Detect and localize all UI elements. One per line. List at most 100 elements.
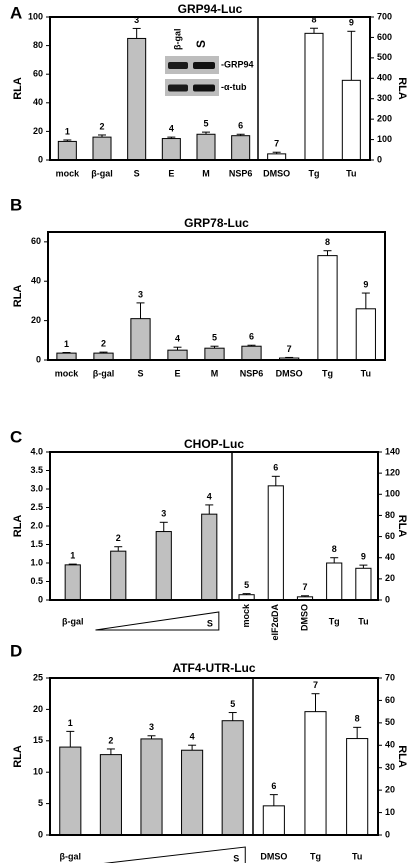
bar-number: 3 [149,722,154,732]
tick-label: 0 [38,829,43,839]
tick-label: 10 [385,807,395,817]
dose-triangle [103,846,246,863]
bar-number: 1 [64,339,69,349]
blot-band [193,62,215,69]
bar-number: 3 [134,15,139,25]
blot-strip [165,56,219,74]
x-tick-label: Tg [329,616,340,626]
plot-frame [47,231,386,361]
bar-number: 9 [349,18,354,28]
x-tick-label: β-gal [60,851,82,861]
error-bar [202,131,210,135]
tick-label: 100 [377,134,392,144]
x-tick-label: mock [241,603,251,628]
y-axis-label: RLA [12,515,24,538]
bar [346,738,369,836]
error-bar [236,133,245,136]
plot-frame [49,451,379,601]
x-tick-label: Tu [361,368,371,378]
x-tick-label: S [207,618,213,628]
error-bar [242,593,251,595]
bar-number: 5 [212,333,217,343]
bar-number: 8 [325,237,330,247]
tick-label: 0.5 [30,576,43,586]
tick-label: 500 [377,52,392,62]
bar-number: 7 [313,680,318,690]
error-bar [62,352,71,354]
tick-label: 120 [385,468,400,478]
error-bar [147,735,156,739]
bar [130,318,151,361]
bar-number: 7 [302,582,307,592]
x-tick-label: S [233,853,239,863]
chart-title: CHOP-Luc [184,437,244,451]
tick-label: 70 [385,672,395,682]
error-bar [99,351,108,354]
error-bar [285,356,294,359]
inset-lane: β-gal [172,29,182,51]
tick-label: 20 [31,315,41,325]
x-tick-label: E [174,368,180,378]
inset-lane: S [194,40,208,48]
bar-number: 9 [361,551,366,561]
x-tick-label: Tu [358,616,368,626]
dose-triangle [95,611,220,631]
error-bar [68,563,77,565]
error-bar [136,302,145,319]
error-bar [353,726,362,739]
bar [241,345,262,361]
x-tick-label: NSP6 [240,368,264,378]
y2-axis-label: RLA [396,745,408,768]
chart-title: ATF4-UTR-Luc [172,661,255,675]
bar-number: 4 [175,334,180,344]
inset-band-label: -α-tub [221,82,247,92]
tick-label: 0 [385,594,390,604]
bar-number: 2 [99,121,104,131]
x-tick-label: M [202,168,210,178]
error-bar [301,595,309,597]
bar-number: 5 [244,580,249,590]
tick-label: 20 [33,126,43,136]
y-axis-label: RLA [12,285,24,308]
bar [127,37,147,161]
tick-label: 20 [33,704,43,714]
bar-number: 6 [273,463,278,473]
x-tick-label: DMSO [263,168,290,178]
error-bar [272,151,281,154]
tick-label: 200 [377,114,392,124]
tick-label: 100 [385,489,400,499]
x-tick-label: mock [56,168,81,178]
error-bar [188,744,197,751]
tick-label: 140 [385,446,400,456]
x-tick-label: Tg [309,168,320,178]
error-bar [247,344,256,347]
error-bar [361,292,370,309]
tick-label: 0 [38,154,43,164]
bar [304,711,327,836]
error-bar [159,521,168,532]
bar [304,32,324,161]
tick-label: 2.0 [30,520,43,530]
error-bar [114,546,123,552]
bar-number: 6 [271,781,276,791]
tick-label: 60 [31,236,41,246]
bar [326,562,343,601]
bar [59,746,82,836]
tick-label: 1.0 [30,557,43,567]
bar-number: 4 [190,732,195,742]
tick-label: 80 [33,40,43,50]
bar-number: 1 [68,718,73,728]
error-bar [310,27,318,34]
tick-label: 40 [33,97,43,107]
bar [231,135,251,161]
error-bar [311,693,320,712]
tick-label: 60 [33,69,43,79]
tick-label: 30 [385,762,395,772]
bar [196,133,216,161]
bar [204,347,225,361]
bar [161,138,181,161]
x-tick-label: Tg [310,851,321,861]
inset-band-label: -GRP94 [221,59,254,69]
tick-label: 4.0 [30,446,43,456]
